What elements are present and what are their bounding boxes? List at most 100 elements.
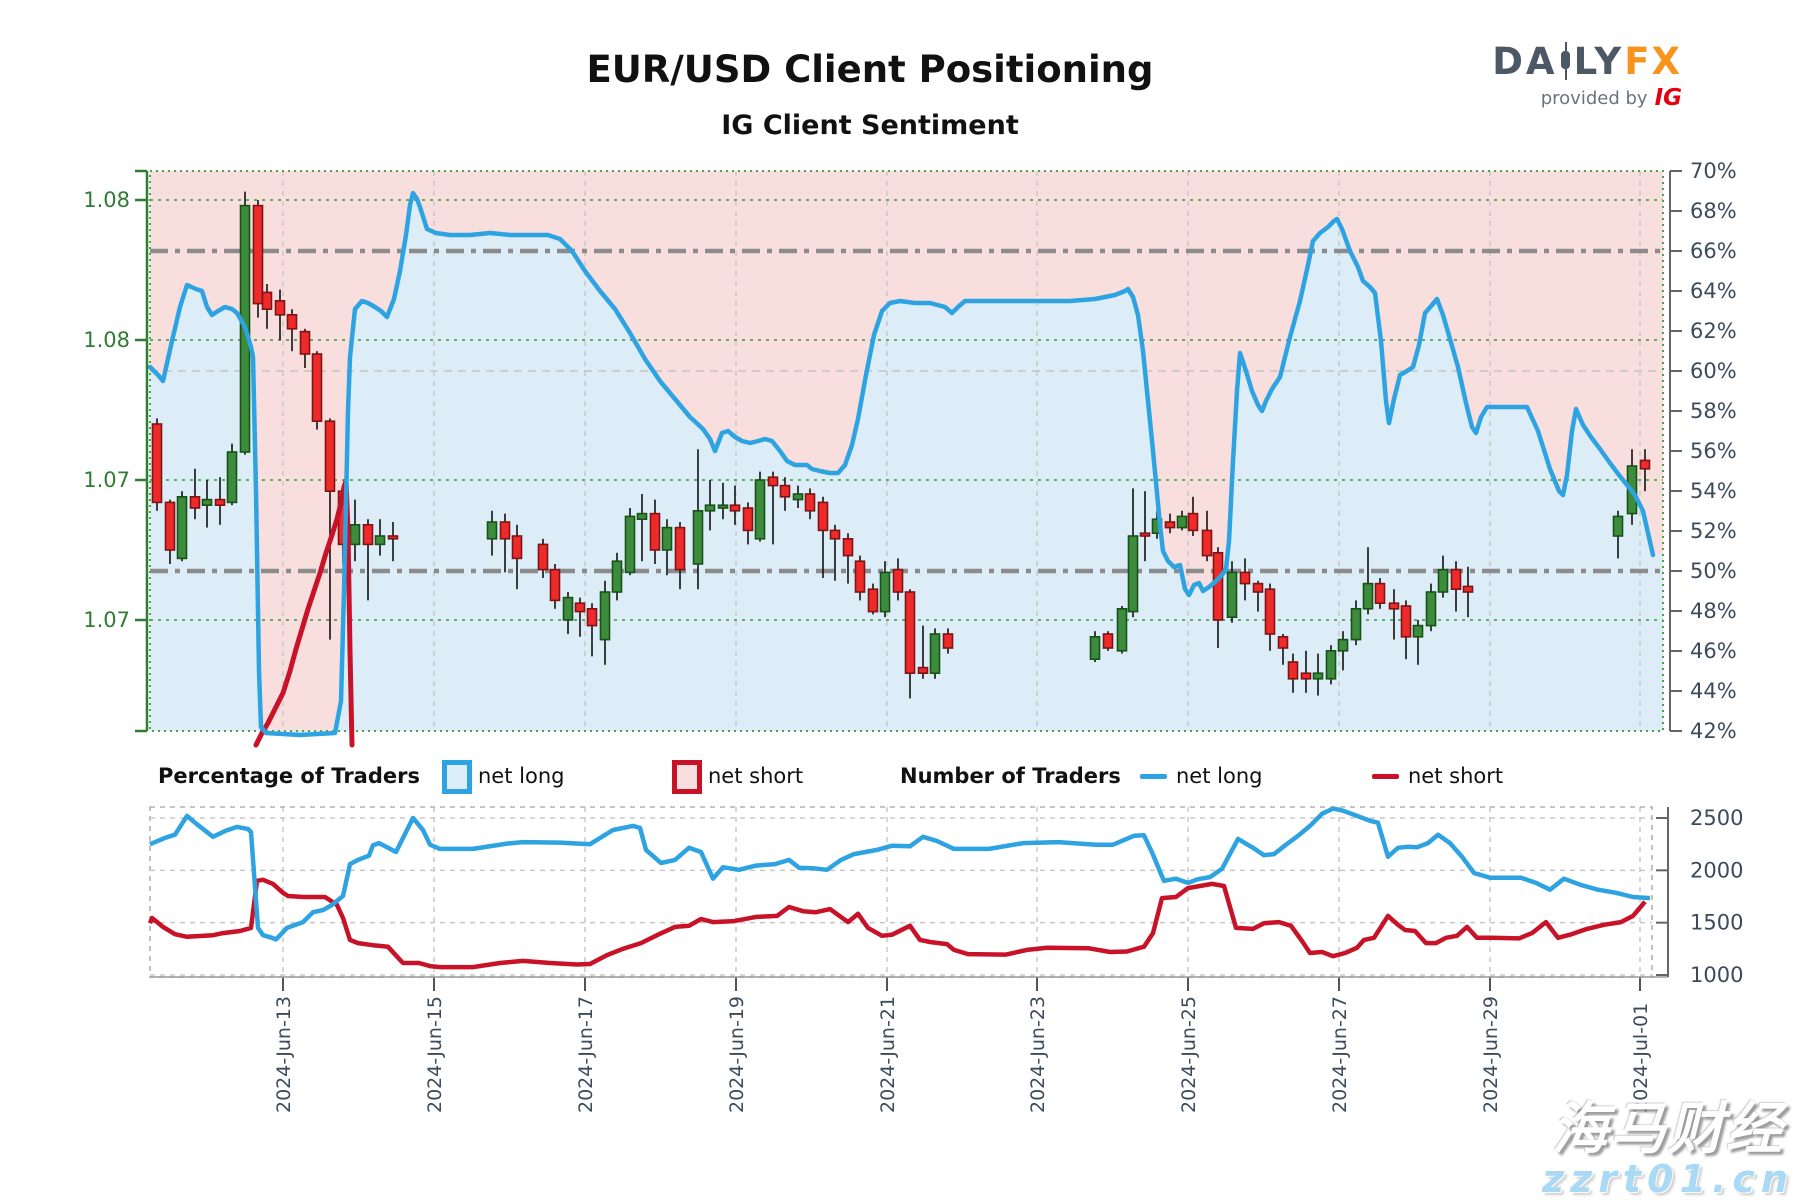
- candle-down: [511, 535, 523, 560]
- date-label: 2024-Jul-01: [1630, 1003, 1652, 1113]
- candle-down: [1277, 635, 1289, 649]
- pct-axis-label: 62%: [1690, 319, 1737, 343]
- ig-logo: IG: [1654, 85, 1682, 111]
- legend-pct-net-short-label: net short: [708, 764, 804, 788]
- net-long-area-swatch: [442, 760, 472, 794]
- date-label: 2024-Jun-17: [575, 996, 597, 1113]
- logo-text-fx: FX: [1624, 39, 1682, 83]
- pct-axis-label: 56%: [1690, 439, 1737, 463]
- candle-down: [549, 568, 561, 602]
- pct-axis-label: 64%: [1690, 279, 1737, 303]
- candle-up: [1325, 649, 1337, 680]
- candle-down: [252, 204, 264, 305]
- candle-down: [274, 299, 286, 316]
- count-axis-label: 1500: [1690, 911, 1743, 935]
- page-title: EUR/USD Client Positioning: [586, 48, 1154, 91]
- net-long-line-swatch: [1140, 774, 1167, 779]
- dailyfx-wordmark: DA LY FX: [1492, 42, 1682, 80]
- candle-down: [1374, 582, 1386, 604]
- candle-up: [1412, 624, 1424, 638]
- candle-up: [486, 521, 498, 540]
- candle-down: [499, 521, 511, 540]
- count-axis-label: 2000: [1690, 858, 1743, 882]
- candle-up: [692, 509, 704, 565]
- candle-up: [1350, 607, 1362, 641]
- candle-down: [1388, 602, 1400, 610]
- candle-down: [649, 512, 661, 551]
- candle-down: [1212, 551, 1224, 621]
- watermark-line1: 海马财经: [1551, 1097, 1784, 1163]
- legend-number-title: Number of Traders: [900, 764, 1121, 788]
- candle-up: [717, 504, 729, 509]
- date-label: 2024-Jun-15: [424, 996, 446, 1113]
- pct-axis-label: 66%: [1690, 239, 1737, 263]
- price-axis-label: 1.07: [83, 468, 130, 492]
- date-label: 2024-Jun-27: [1329, 996, 1351, 1113]
- candle-down: [892, 568, 904, 593]
- candle-down: [1462, 585, 1474, 593]
- candle-up: [1437, 568, 1449, 593]
- pct-axis-label: 58%: [1690, 399, 1737, 423]
- candle-down: [1300, 672, 1312, 680]
- date-label: 2024-Jun-29: [1480, 996, 1502, 1113]
- candle-down: [164, 501, 176, 551]
- candle-up: [1425, 591, 1437, 627]
- candle-up: [704, 504, 716, 512]
- candle-up: [624, 515, 636, 574]
- pct-axis-label: 46%: [1690, 639, 1737, 663]
- pct-axis-label: 52%: [1690, 519, 1737, 543]
- provided-by-row: provided by IG: [1492, 87, 1682, 110]
- net-short-line-swatch: [1372, 774, 1399, 779]
- candle-down: [829, 529, 841, 540]
- legend-num-net-short-label: net short: [1408, 764, 1504, 788]
- pct-axis-label: 44%: [1690, 679, 1737, 703]
- candle-up: [929, 633, 941, 675]
- candle-down: [299, 330, 311, 355]
- candle-up: [1226, 571, 1238, 619]
- net-short-area-swatch: [672, 760, 702, 794]
- candle-down: [854, 560, 866, 593]
- candlestick-icon: [1561, 42, 1571, 80]
- pct-axis-label: 48%: [1690, 599, 1737, 623]
- candle-down: [261, 291, 273, 310]
- net-long-pct-line: [147, 190, 1656, 738]
- legend-pct-net-long-label: net long: [478, 764, 565, 788]
- candle-down: [387, 535, 399, 540]
- pct-axis-label: 60%: [1690, 359, 1737, 383]
- candle-down: [574, 602, 586, 613]
- date-label: 2024-Jun-25: [1178, 996, 1200, 1113]
- main-plot-border: [149, 170, 1664, 732]
- candle-down: [904, 591, 916, 674]
- candle-down: [742, 507, 754, 532]
- candle-up: [636, 512, 648, 520]
- candle-down: [674, 526, 686, 571]
- candle-up: [792, 493, 804, 501]
- pct-axis-label: 70%: [1690, 159, 1737, 183]
- date-label: 2024-Jun-19: [726, 996, 748, 1113]
- count-axis-label: 2500: [1690, 806, 1743, 830]
- candle-down: [842, 537, 854, 557]
- candle-down: [1239, 571, 1251, 585]
- candle-down: [1450, 568, 1462, 590]
- candle-down: [1187, 512, 1199, 532]
- price-axis-label: 1.07: [83, 608, 130, 632]
- candle-down: [917, 666, 929, 674]
- candle-down: [1139, 532, 1151, 537]
- count-axis-label: 1000: [1690, 963, 1743, 987]
- candle-up: [1089, 635, 1101, 660]
- watermark: 海马财经 zzrt01.cn: [1542, 1101, 1794, 1200]
- candle-up: [201, 498, 213, 507]
- candle-down: [286, 313, 298, 330]
- date-label: 2024-Jun-13: [273, 996, 295, 1113]
- candle-up: [1312, 672, 1324, 680]
- candle-down: [586, 607, 598, 627]
- candle-up: [176, 495, 188, 560]
- candle-up: [1362, 582, 1374, 610]
- candle-down: [1287, 661, 1299, 680]
- logo-text-da: DA: [1492, 39, 1558, 83]
- candle-down: [1201, 529, 1213, 557]
- candle-up: [1337, 638, 1349, 652]
- candle-up: [1116, 607, 1128, 652]
- candle-up: [1176, 515, 1188, 529]
- candle-up: [374, 535, 386, 546]
